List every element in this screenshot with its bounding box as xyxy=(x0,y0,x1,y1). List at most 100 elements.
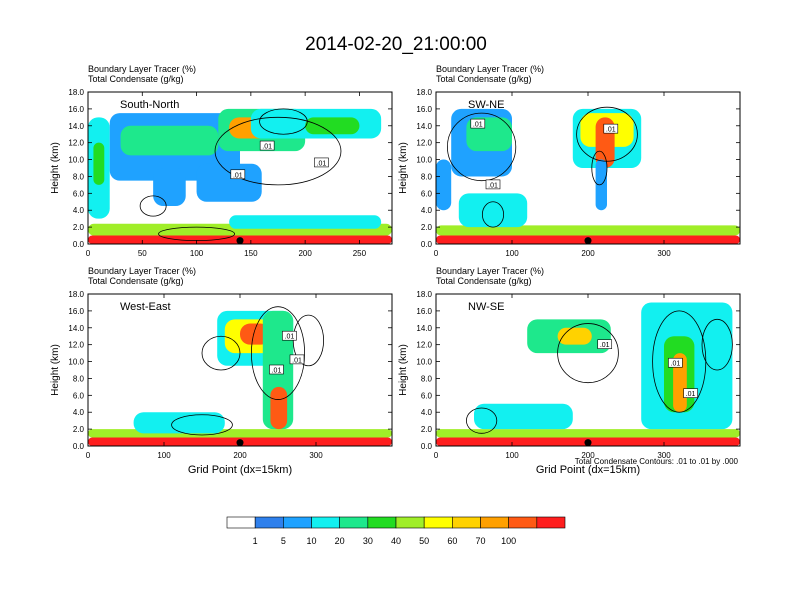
colorbar-swatch xyxy=(311,516,340,529)
x-tick-label: 200 xyxy=(581,249,595,258)
x-tick-label: 100 xyxy=(190,249,204,258)
x-tick-label: 200 xyxy=(233,451,247,460)
tracer-region xyxy=(88,429,392,438)
condensate-contour xyxy=(171,414,233,436)
x-axis-label: Grid Point (dx=15km) xyxy=(188,464,292,476)
tracer-region xyxy=(270,386,288,430)
y-tick-label: 12.0 xyxy=(416,139,432,148)
contour-label-text: .01 xyxy=(292,357,302,364)
y-tick-label: 18.0 xyxy=(68,88,84,97)
x-axis-label: Grid Point (dx=15km) xyxy=(536,464,640,476)
y-tick-label: 10.0 xyxy=(68,358,84,367)
condensate-contour xyxy=(591,150,608,186)
y-axis-label: Height (km) xyxy=(50,142,61,194)
y-tick-label: 2.0 xyxy=(421,425,433,434)
x-tick-label: 0 xyxy=(434,249,439,258)
colorbar-label: 5 xyxy=(281,536,286,546)
colorbar-swatch xyxy=(395,516,425,529)
panel-label: West-East xyxy=(120,301,171,313)
x-tick-label: 200 xyxy=(581,451,595,460)
figure-title: 2014-02-20_21:00:00 xyxy=(305,34,487,55)
x-tick-label: 0 xyxy=(434,451,439,460)
x-tick-label: 300 xyxy=(309,451,323,460)
contour-label-text: .01 xyxy=(317,160,327,167)
x-tick-label: 0 xyxy=(86,451,91,460)
contour-label-box xyxy=(314,157,329,168)
colorbar-label: 100 xyxy=(501,536,516,546)
contour-label: .01 xyxy=(289,354,305,365)
condensate-contours xyxy=(139,108,342,242)
x-tick-label: 0 xyxy=(86,249,91,258)
x-tick-label: 200 xyxy=(298,249,312,258)
panel-nw-se: Boundary Layer Tracer (%)Total Condensat… xyxy=(398,266,741,476)
panel-subtitle-condensate: Total Condensate (g/kg) xyxy=(436,74,532,84)
contour-label-text: .01 xyxy=(285,334,295,341)
y-tick-label: 6.0 xyxy=(73,189,85,198)
panel-label: South-North xyxy=(120,99,179,111)
colorbar-swatch xyxy=(254,516,284,529)
contour-label: .01 xyxy=(668,357,683,368)
location-marker xyxy=(236,237,244,245)
y-tick-label: 16.0 xyxy=(68,105,84,114)
tracer-region xyxy=(229,215,382,229)
tracer-region xyxy=(436,429,740,438)
condensate-contour xyxy=(214,116,342,186)
y-tick-label: 4.0 xyxy=(73,408,85,417)
tracer-region xyxy=(196,163,262,202)
plot-frame xyxy=(87,91,393,245)
y-tick-label: 6.0 xyxy=(421,189,433,198)
y-tick-label: 8.0 xyxy=(421,374,433,383)
tracer-region xyxy=(305,117,360,135)
y-tick-label: 18.0 xyxy=(416,88,432,97)
y-tick-label: 12.0 xyxy=(416,341,432,350)
contour-label-box xyxy=(668,357,683,368)
condensate-contour xyxy=(481,201,505,228)
y-tick-label: 2.0 xyxy=(73,425,85,434)
contour-label-text: .01 xyxy=(488,182,498,189)
panels-group: Boundary Layer Tracer (%)Total Condensat… xyxy=(50,64,741,476)
contour-label-text: .01 xyxy=(473,122,483,129)
panel-subtitle-tracer: Boundary Layer Tracer (%) xyxy=(436,64,544,74)
contour-label: .01 xyxy=(314,157,329,168)
x-tick-label: 100 xyxy=(505,249,519,258)
tracer-region xyxy=(474,403,573,430)
y-tick-label: 4.0 xyxy=(421,206,433,215)
y-axis-label: Height (km) xyxy=(50,344,61,396)
x-tick-label: 150 xyxy=(244,249,258,258)
y-tick-label: 16.0 xyxy=(68,307,84,316)
contour-label: .01 xyxy=(683,388,698,398)
contour-label-box xyxy=(683,388,698,398)
contour-label-text: .01 xyxy=(686,391,696,398)
contour-label: .01 xyxy=(470,118,486,129)
panel-subtitle-tracer: Boundary Layer Tracer (%) xyxy=(88,64,196,74)
condensate-contour xyxy=(259,108,308,135)
colorbar-label: 20 xyxy=(335,536,345,546)
contour-label-box xyxy=(230,169,246,180)
panel-south-north: Boundary Layer Tracer (%)Total Condensat… xyxy=(50,64,393,258)
colorbar-swatch xyxy=(452,516,481,529)
y-tick-label: 16.0 xyxy=(416,307,432,316)
contour-label-text: .01 xyxy=(233,172,243,179)
condensate-contour xyxy=(446,112,517,182)
contour-label: .01 xyxy=(230,169,246,180)
y-axis-label: Height (km) xyxy=(398,344,409,396)
contour-label-box xyxy=(269,364,284,375)
tracer-region xyxy=(153,168,186,206)
y-tick-label: 2.0 xyxy=(421,223,433,232)
contour-label-text: .01 xyxy=(272,368,282,375)
contour-label-box xyxy=(289,354,305,365)
y-tick-label: 18.0 xyxy=(416,290,432,299)
y-tick-label: 12.0 xyxy=(68,341,84,350)
tracer-region xyxy=(458,193,528,228)
x-tick-label: 100 xyxy=(505,451,519,460)
condensate-contour xyxy=(201,335,241,371)
tracer-region xyxy=(436,159,452,211)
y-tick-label: 6.0 xyxy=(421,391,433,400)
y-tick-label: 8.0 xyxy=(73,374,85,383)
panel-subtitle-tracer: Boundary Layer Tracer (%) xyxy=(436,266,544,276)
colorbar-label: 10 xyxy=(306,536,316,546)
contour-label-box xyxy=(259,140,275,151)
contour-label-text: .01 xyxy=(262,144,272,151)
y-tick-label: 10.0 xyxy=(416,156,432,165)
